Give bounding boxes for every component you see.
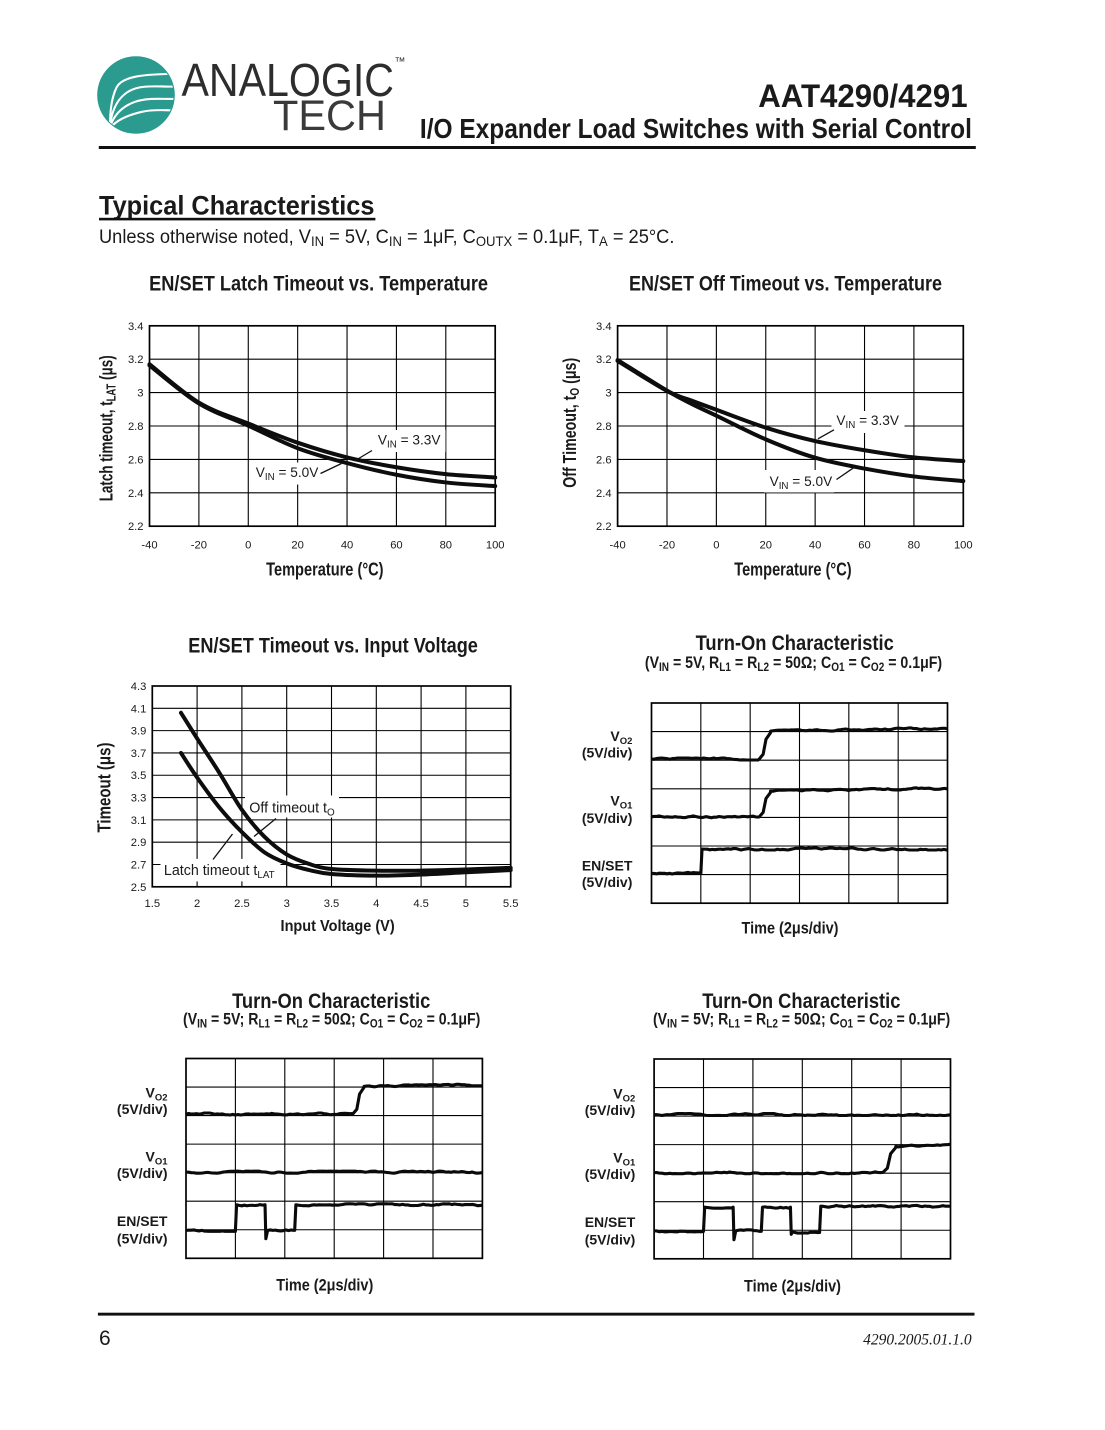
svg-text:™: ™: [395, 56, 406, 68]
svg-text:(5V/div): (5V/div): [582, 810, 633, 826]
svg-text:Off timeout tO​: Off timeout tO​: [249, 800, 335, 818]
svg-text:Latch timeout tLAT​: Latch timeout tLAT​: [164, 863, 275, 881]
svg-text:EN/SET: EN/SET: [117, 1213, 168, 1229]
svg-text:2.8: 2.8: [596, 421, 612, 433]
svg-text:-20: -20: [191, 539, 207, 551]
svg-text:100: 100: [954, 539, 973, 551]
svg-text:Typical Characteristics: Typical Characteristics: [99, 191, 374, 221]
svg-text:(5V/div): (5V/div): [585, 1166, 636, 1182]
svg-text:40: 40: [809, 539, 821, 551]
svg-text:Latch timeout, tLAT​ (μs): Latch timeout, tLAT​ (μs): [96, 355, 119, 501]
svg-text:Off Timeout, tO​ (μs): Off Timeout, tO​ (μs): [559, 358, 582, 488]
svg-text:2.2: 2.2: [128, 521, 144, 533]
svg-text:4.5: 4.5: [413, 898, 429, 910]
svg-text:EN/SET Latch Timeout vs. Tempe: EN/SET Latch Timeout vs. Temperature: [149, 272, 488, 295]
svg-text:3.4: 3.4: [128, 321, 144, 333]
svg-text:Temperature (°C): Temperature (°C): [734, 558, 851, 579]
svg-text:6: 6: [99, 1327, 111, 1350]
svg-text:4: 4: [373, 898, 379, 910]
svg-text:Turn-On Characteristic: Turn-On Characteristic: [696, 632, 894, 655]
svg-text:EN/SET: EN/SET: [582, 857, 633, 873]
svg-text:2.4: 2.4: [128, 488, 144, 500]
svg-text:(5V/div): (5V/div): [117, 1165, 168, 1181]
svg-text:EN/SET Off Timeout vs. Tempera: EN/SET Off Timeout vs. Temperature: [629, 272, 942, 295]
svg-text:Time (2μs/div): Time (2μs/div): [276, 1276, 373, 1295]
svg-text:3.7: 3.7: [131, 748, 147, 760]
svg-text:3.9: 3.9: [131, 726, 147, 738]
svg-text:80: 80: [440, 539, 452, 551]
svg-text:ANALOGIC: ANALOGIC: [182, 54, 395, 106]
svg-text:100: 100: [486, 539, 505, 551]
svg-text:2.6: 2.6: [128, 454, 144, 466]
svg-text:2.5: 2.5: [131, 882, 147, 894]
svg-text:Unless otherwise noted, VIN​ =: Unless otherwise noted, VIN​ = 5V, CIN​ …: [99, 226, 674, 249]
svg-text:3: 3: [284, 898, 290, 910]
svg-text:2.9: 2.9: [131, 837, 147, 849]
svg-text:80: 80: [908, 539, 920, 551]
svg-text:4290.2005.01.1.0: 4290.2005.01.1.0: [863, 1332, 972, 1349]
svg-text:Time (2μs/div): Time (2μs/div): [744, 1277, 841, 1296]
svg-text:5: 5: [463, 898, 469, 910]
svg-text:5.5: 5.5: [503, 898, 519, 910]
svg-text:0: 0: [713, 539, 719, 551]
svg-text:0: 0: [245, 539, 251, 551]
svg-text:1.5: 1.5: [145, 898, 161, 910]
svg-text:3.5: 3.5: [131, 770, 147, 782]
svg-text:Turn-On Characteristic: Turn-On Characteristic: [232, 990, 430, 1013]
svg-text:3.5: 3.5: [324, 898, 340, 910]
svg-text:(5V/div): (5V/div): [582, 744, 633, 760]
svg-text:3.4: 3.4: [596, 321, 612, 333]
svg-text:(5V/div): (5V/div): [585, 1232, 636, 1248]
svg-text:(5V/div): (5V/div): [117, 1231, 168, 1247]
svg-text:60: 60: [390, 539, 402, 551]
svg-text:40: 40: [341, 539, 353, 551]
svg-text:(5V/div): (5V/div): [582, 874, 633, 890]
svg-text:Turn-On Characteristic: Turn-On Characteristic: [702, 990, 900, 1013]
svg-text:-40: -40: [610, 539, 626, 551]
svg-text:(VIN​ = 5V; RL1​ = RL2​ = 50Ω;: (VIN​ = 5V; RL1​ = RL2​ = 50Ω; CO1​ = CO…: [183, 1010, 480, 1031]
svg-text:2.8: 2.8: [128, 421, 144, 433]
svg-text:3.1: 3.1: [131, 815, 147, 827]
svg-text:2.7: 2.7: [131, 859, 147, 871]
svg-text:2.6: 2.6: [596, 454, 612, 466]
svg-text:Temperature (°C): Temperature (°C): [266, 558, 383, 579]
svg-text:60: 60: [858, 539, 870, 551]
svg-text:4.3: 4.3: [131, 681, 147, 693]
svg-text:EN/SET Timeout vs. Input Volta: EN/SET Timeout vs. Input Voltage: [188, 635, 478, 658]
svg-text:I/O Expander Load Switches wit: I/O Expander Load Switches with Serial C…: [420, 113, 972, 144]
svg-text:3: 3: [605, 388, 611, 400]
svg-text:Time (2μs/div): Time (2μs/div): [742, 919, 839, 938]
svg-text:20: 20: [291, 539, 303, 551]
svg-text:TECH: TECH: [273, 92, 386, 140]
svg-text:Input Voltage (V): Input Voltage (V): [281, 918, 395, 935]
svg-text:3.2: 3.2: [596, 354, 612, 366]
svg-text:4.1: 4.1: [131, 703, 147, 715]
svg-text:Timeout (μs): Timeout (μs): [94, 743, 115, 833]
svg-text:2.5: 2.5: [234, 898, 250, 910]
svg-text:20: 20: [760, 539, 772, 551]
svg-text:(5V/div): (5V/div): [585, 1102, 636, 1118]
svg-text:AAT4290/4291: AAT4290/4291: [758, 78, 967, 114]
svg-text:-20: -20: [659, 539, 675, 551]
svg-text:-40: -40: [141, 539, 157, 551]
svg-text:3: 3: [137, 388, 143, 400]
svg-text:EN/SET: EN/SET: [585, 1214, 636, 1230]
svg-text:(VIN​ = 5V, RL1​ = RL2​ = 50Ω;: (VIN​ = 5V, RL1​ = RL2​ = 50Ω; CO1​ = CO…: [645, 653, 942, 674]
svg-text:2.4: 2.4: [596, 488, 612, 500]
svg-text:(5V/div): (5V/div): [117, 1101, 168, 1117]
svg-text:2.2: 2.2: [596, 521, 612, 533]
svg-text:3.3: 3.3: [131, 793, 147, 805]
svg-text:3.2: 3.2: [128, 354, 144, 366]
svg-text:2: 2: [194, 898, 200, 910]
svg-text:(VIN​ = 5V; RL1​ = RL2​ = 50Ω;: (VIN​ = 5V; RL1​ = RL2​ = 50Ω; CO1​ = CO…: [653, 1010, 950, 1031]
